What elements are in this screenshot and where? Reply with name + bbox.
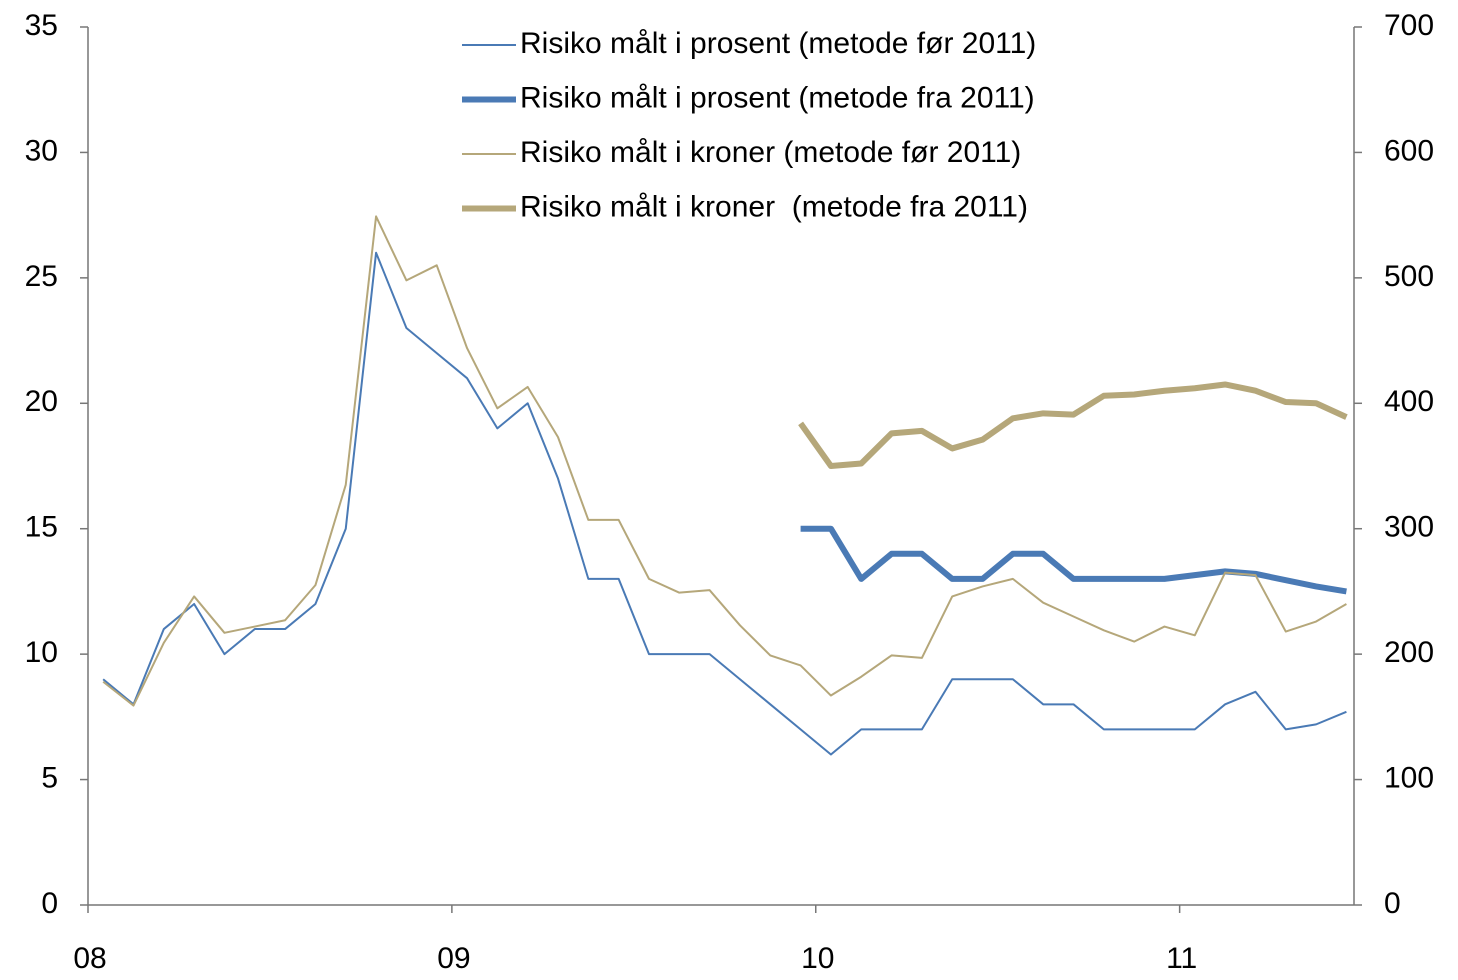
legend-label: Risiko målt i kroner (metode før 2011) [520,136,1021,169]
y2-tick-label: 200 [1384,636,1434,669]
y-tick-label: 35 [25,9,58,42]
y2-tick-label: 600 [1384,134,1434,167]
series-line [800,525,1347,595]
legend-label: Risiko målt i prosent (metode fra 2011) [520,81,1035,114]
y-tick-label: 10 [25,636,58,669]
y2-tick-label: 700 [1384,9,1434,42]
y2-tick-label: 400 [1384,385,1434,418]
y-tick-label: 15 [25,511,58,544]
y2-tick-label: 300 [1384,511,1434,544]
x-tick-label: 11 [1166,942,1197,975]
y-tick-label: 5 [41,761,58,794]
y-tick-label: 25 [25,260,58,293]
series-line [102,215,1347,707]
x-tick-label: 08 [73,942,106,975]
x-tick-label: 09 [437,942,470,975]
y-tick-label: 30 [25,134,58,167]
y2-tick-label: 100 [1384,761,1434,794]
series-line [102,251,1347,756]
legend-label: Risiko målt i kroner (metode fra 2011) [520,190,1028,223]
series-line [798,381,1348,469]
y2-tick-label: 0 [1384,887,1401,920]
y2-tick-label: 500 [1384,260,1434,293]
x-tick-label: 10 [801,942,834,975]
legend-label: Risiko målt i prosent (metode før 2011) [520,27,1036,60]
y-tick-label: 20 [25,385,58,418]
y-tick-label: 0 [41,887,58,920]
